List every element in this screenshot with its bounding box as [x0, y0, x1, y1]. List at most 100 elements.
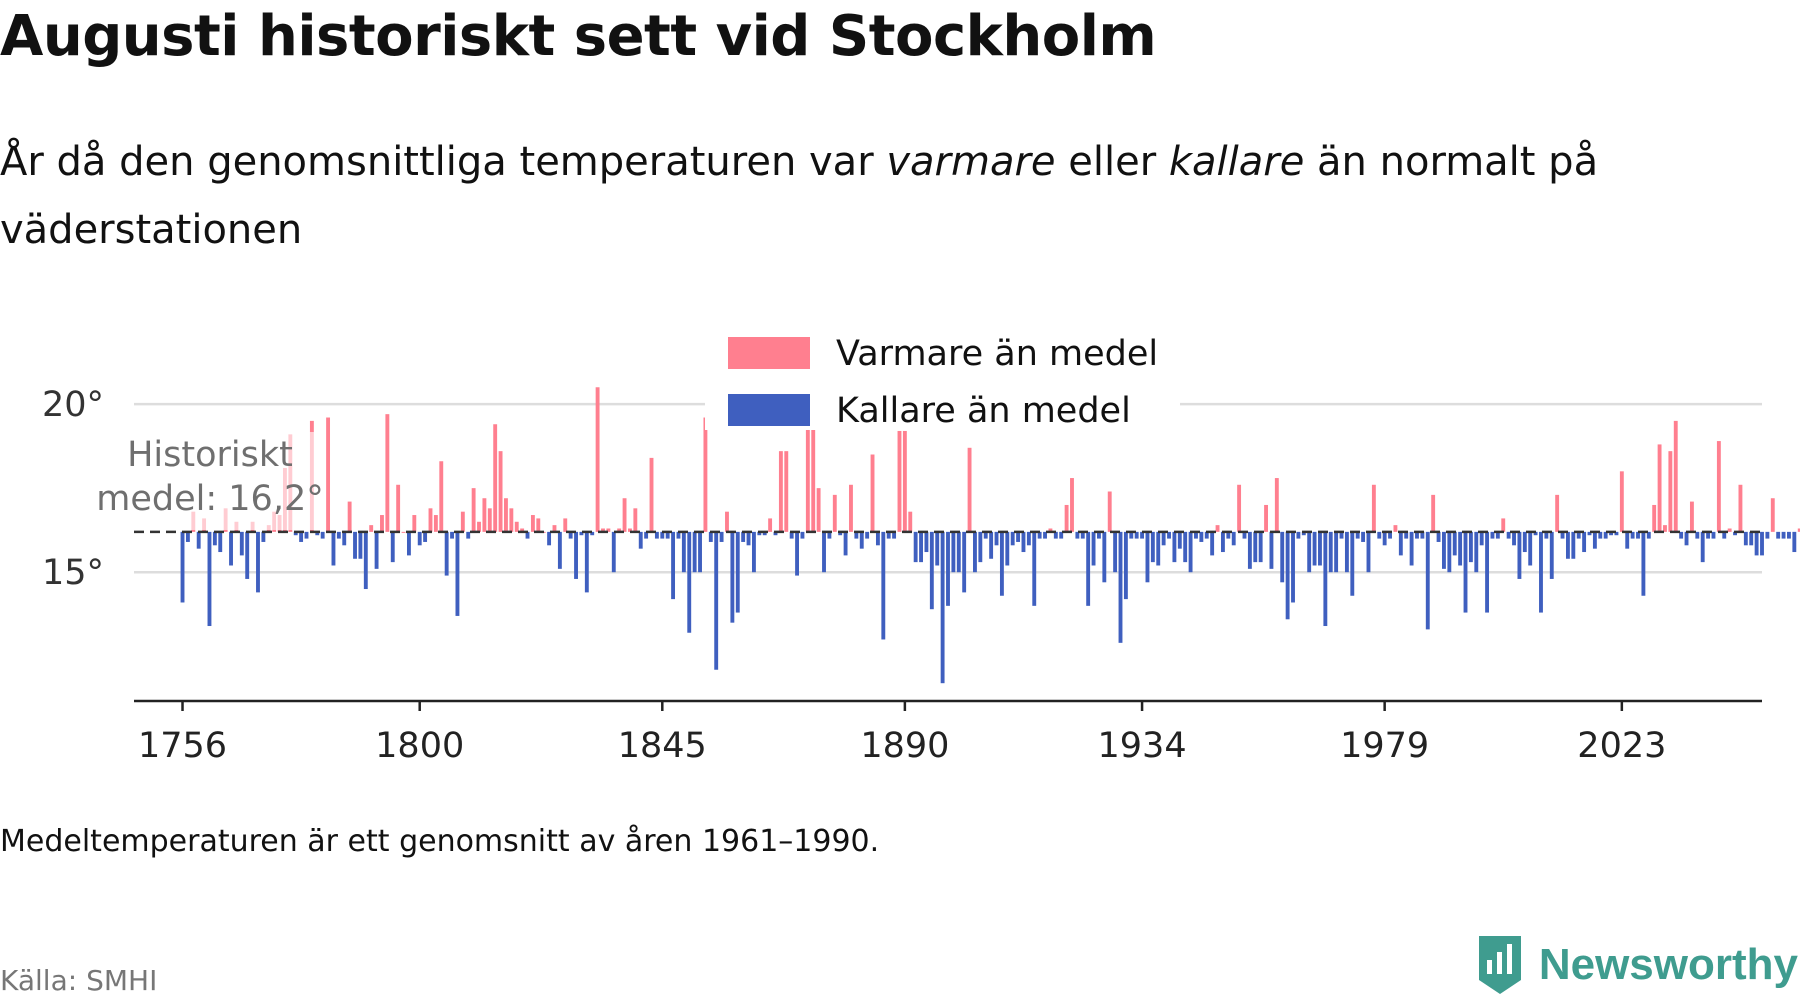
bar-1944	[1194, 531, 1198, 539]
bar-1767	[239, 531, 244, 556]
x-tick-label-1845: 1845	[618, 726, 707, 760]
bar-2044	[1733, 531, 1737, 536]
bar-2035	[1684, 531, 1689, 546]
bar-1973	[1350, 531, 1355, 596]
bar-1813	[487, 508, 492, 532]
bar-1898	[946, 531, 950, 606]
bar-1891	[908, 511, 913, 532]
bar-1799	[412, 515, 417, 532]
brand-logo: Newsworthy	[1475, 934, 1798, 996]
bar-1932	[1129, 531, 1134, 539]
bar-1883	[865, 531, 870, 539]
bar-1790	[363, 531, 368, 590]
bar-1824	[547, 531, 552, 546]
bar-1962	[1291, 531, 1295, 603]
bar-1818	[514, 521, 519, 532]
bar-2048	[1754, 531, 1759, 556]
bar-1810	[471, 488, 476, 532]
subtitle-emphasis-warmer: varmare	[886, 139, 1056, 185]
bar-1974	[1355, 531, 1360, 539]
bar-1849	[681, 531, 686, 573]
bar-2037	[1695, 531, 1700, 539]
bar-1771	[261, 531, 266, 542]
source-note: Källa: SMHI	[0, 964, 158, 997]
bar-1957	[1264, 504, 1268, 532]
bar-1811	[477, 521, 481, 532]
bar-1952	[1237, 484, 1242, 532]
bar-1991	[1447, 531, 1452, 573]
bar-1959	[1274, 478, 1279, 532]
bar-1998	[1485, 531, 1490, 613]
bar-1798	[406, 531, 411, 556]
bar-1992	[1452, 531, 1457, 556]
footnote: Medeltemperaturen är ett genomsnitt av å…	[0, 824, 880, 859]
legend: Varmare än medel Kallare än medel	[705, 320, 1180, 431]
bar-1796	[396, 484, 401, 532]
legend-label-cold: Kallare än medel	[836, 391, 1131, 431]
bar-1802	[428, 508, 433, 532]
bar-1839	[628, 528, 632, 532]
bar-1912	[1021, 531, 1026, 553]
bar-1762	[212, 531, 217, 546]
bar-1993	[1458, 531, 1463, 566]
bar-1793	[380, 515, 384, 532]
bar-1784	[331, 531, 336, 566]
bar-1899	[951, 531, 956, 573]
bar-1999	[1490, 531, 1495, 539]
x-tick-label-1890: 1890	[860, 726, 949, 760]
bar-1928	[1107, 491, 1112, 532]
bar-1805	[444, 531, 449, 576]
bar-1910	[1010, 531, 1015, 546]
bar-1877	[832, 494, 837, 532]
bar-1977	[1371, 484, 1376, 532]
bar-1900	[956, 531, 961, 573]
bar-1843	[649, 457, 654, 532]
bar-1765	[229, 531, 233, 566]
y-axis-tick-labels: 15° 20°	[42, 385, 104, 593]
bar-1847	[671, 531, 676, 600]
subtitle-text-1: År då den genomsnittliga temperaturen va…	[0, 139, 887, 185]
bar-1911	[1016, 531, 1021, 542]
bar-2021	[1609, 531, 1613, 536]
bar-1876	[827, 531, 832, 539]
bar-1816	[504, 498, 508, 532]
bar-1941	[1177, 531, 1182, 549]
bar-1936	[1150, 531, 1155, 563]
bar-1822	[536, 518, 541, 532]
bar-1995	[1468, 531, 1473, 563]
bar-1757	[185, 531, 190, 542]
bar-1894	[924, 531, 929, 553]
bar-1923	[1080, 531, 1085, 539]
bar-1860	[741, 531, 746, 542]
bar-2030	[1657, 444, 1662, 532]
bar-1961	[1285, 531, 1290, 620]
bar-1922	[1075, 531, 1080, 539]
bar-1878	[838, 531, 843, 536]
bar-1872	[805, 370, 810, 532]
bar-1963	[1296, 531, 1301, 539]
bar-2052	[1776, 531, 1781, 539]
bar-1840	[633, 508, 638, 532]
bar-1909	[1005, 531, 1010, 566]
bar-1905	[983, 531, 988, 539]
bar-2031	[1663, 525, 1667, 532]
bar-1870	[795, 531, 799, 576]
bar-1921	[1070, 478, 1074, 532]
bar-1920	[1064, 504, 1069, 532]
bar-1930	[1118, 531, 1123, 643]
bar-1846	[665, 531, 670, 539]
bar-1789	[358, 531, 363, 559]
chart-title: Augusti historiskt sett vid Stockholm	[0, 4, 1157, 69]
bar-1925	[1091, 531, 1096, 566]
x-tick-label-2023: 2023	[1577, 726, 1666, 760]
bar-1791	[369, 525, 374, 532]
bar-1988	[1431, 494, 1436, 532]
bar-1844	[654, 531, 659, 539]
bar-1942	[1183, 531, 1188, 563]
bar-1837	[617, 528, 622, 532]
bar-1943	[1188, 531, 1193, 573]
bar-1809	[466, 531, 471, 539]
bar-1989	[1436, 531, 1441, 542]
bar-1874	[816, 488, 821, 532]
bar-1964	[1301, 531, 1306, 536]
